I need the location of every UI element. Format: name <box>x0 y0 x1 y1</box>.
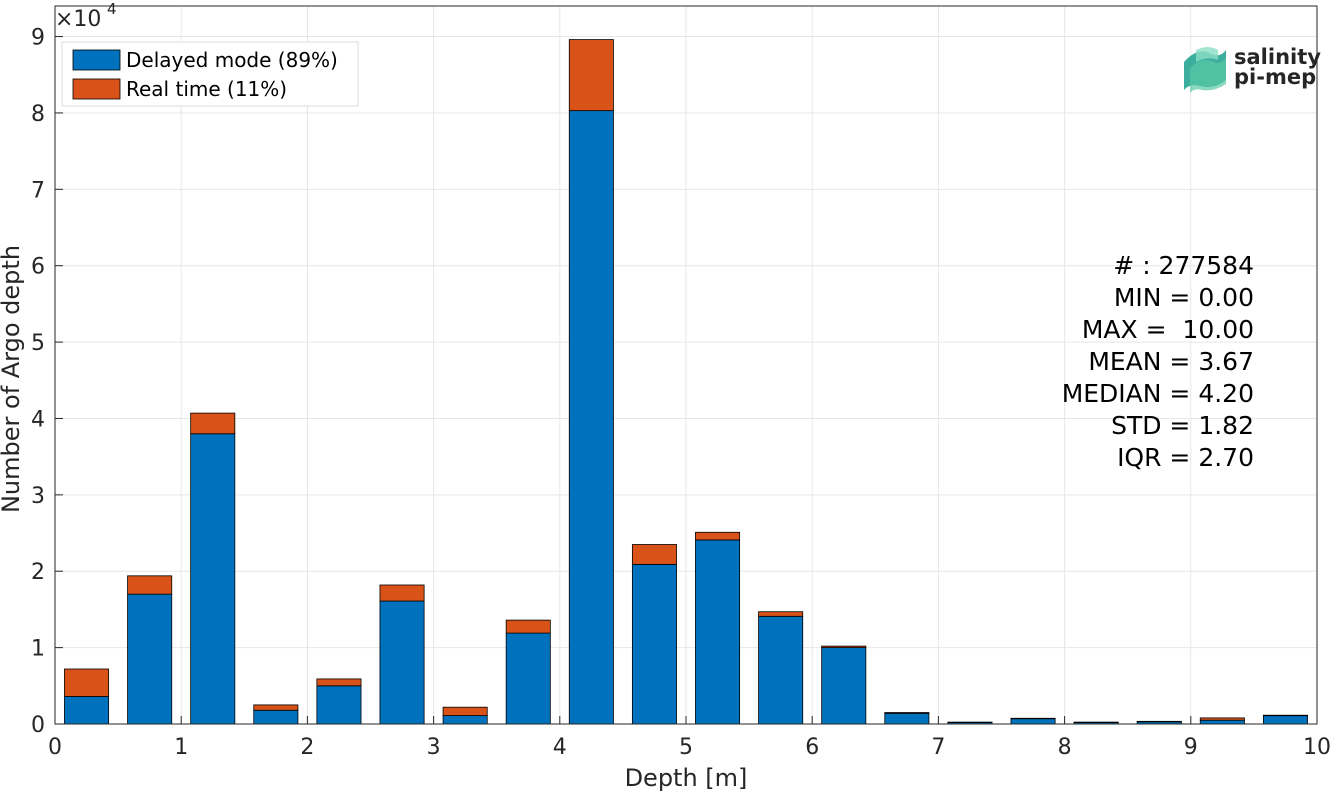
stats-block: # : 277584 MIN = 0.00 MAX = 10.00 MEAN =… <box>1062 251 1254 472</box>
bar-real-time <box>821 645 867 649</box>
stat-iqr: IQR = 2.70 <box>1117 443 1254 472</box>
wave-logo-icon <box>1184 47 1226 93</box>
axis-ticks: 0 1 2 3 4 5 6 7 8 9 10 0 1 2 3 4 5 6 7 8 9 <box>31 26 1331 760</box>
stat-median: MEDIAN = 4.20 <box>1062 379 1254 408</box>
salinity-pimep-logo: salinity pi-mep <box>1184 45 1321 93</box>
bar-real-time <box>631 544 677 565</box>
bar-delayed-mode <box>758 615 804 725</box>
y-tick-label: 6 <box>31 255 45 280</box>
bar-delayed-mode <box>379 600 425 725</box>
y-tick-label: 3 <box>31 484 45 509</box>
bar-real-time <box>1199 717 1245 721</box>
bar-real-time <box>568 39 614 112</box>
bar-real-time <box>695 531 741 541</box>
x-tick-label: 4 <box>553 735 567 760</box>
legend-label-delayed: Delayed mode (89%) <box>126 48 338 72</box>
bar-real-time <box>190 412 236 435</box>
y-tick-label: 9 <box>31 26 45 51</box>
bar-delayed-mode <box>884 712 930 725</box>
bar-real-time <box>64 668 110 697</box>
bar-real-time <box>884 712 930 714</box>
x-tick-label: 0 <box>48 735 62 760</box>
y-exponent-base: ×10 <box>55 7 101 32</box>
bar-real-time <box>947 721 993 723</box>
y-tick-label: 2 <box>31 560 45 585</box>
bar-real-time <box>1073 721 1119 723</box>
bar-delayed-mode <box>631 563 677 725</box>
bar-delayed-mode <box>821 647 867 725</box>
x-tick-label: 5 <box>679 735 693 760</box>
bar-real-time <box>1010 717 1056 720</box>
y-tick-label: 0 <box>31 713 45 738</box>
y-tick-label: 1 <box>31 637 45 662</box>
bar-real-time <box>1136 720 1182 723</box>
bar-real-time <box>379 584 425 602</box>
y-axis-label: Number of Argo depth <box>0 245 25 513</box>
x-tick-label: 1 <box>174 735 188 760</box>
logo-text-pimep: pi-mep <box>1234 65 1316 89</box>
bar-delayed-mode <box>1262 715 1308 725</box>
y-exponent-power: 4 <box>107 0 117 18</box>
bar-delayed-mode <box>1010 718 1056 725</box>
legend-swatch-realtime <box>72 78 121 100</box>
y-tick-label: 4 <box>31 407 45 432</box>
bar-delayed-mode <box>505 632 551 725</box>
bar-real-time <box>442 706 488 716</box>
bar-real-time <box>316 678 362 687</box>
bar-real-time <box>127 575 173 595</box>
logo-text-salinity: salinity <box>1234 45 1321 69</box>
x-tick-label: 9 <box>1184 735 1198 760</box>
x-tick-label: 2 <box>300 735 314 760</box>
x-tick-label: 10 <box>1303 735 1331 760</box>
bar-delayed-mode <box>442 715 488 725</box>
stat-max: MAX = 10.00 <box>1082 315 1254 344</box>
x-tick-label: 7 <box>931 735 945 760</box>
legend-label-realtime: Real time (11%) <box>126 77 287 101</box>
bar-real-time <box>253 704 299 711</box>
bars-group <box>64 39 1308 725</box>
bar-real-time <box>758 611 804 617</box>
legend: Delayed mode (89%) Real time (11%) <box>61 41 359 107</box>
bar-real-time <box>1262 714 1308 717</box>
y-tick-label: 5 <box>31 331 45 356</box>
bar-delayed-mode <box>1199 719 1245 725</box>
bar-delayed-mode <box>190 433 236 725</box>
bar-delayed-mode <box>695 539 741 725</box>
bar-delayed-mode <box>316 685 362 725</box>
bar-delayed-mode <box>64 696 110 725</box>
y-tick-label: 7 <box>31 178 45 203</box>
stat-std: STD = 1.82 <box>1111 411 1254 440</box>
bar-delayed-mode <box>253 709 299 725</box>
stat-min: MIN = 0.00 <box>1114 283 1254 312</box>
x-tick-label: 6 <box>805 735 819 760</box>
bar-real-time <box>505 619 551 634</box>
y-tick-label: 8 <box>31 102 45 127</box>
legend-swatch-delayed <box>72 49 121 71</box>
x-tick-label: 3 <box>427 735 441 760</box>
stat-mean: MEAN = 3.67 <box>1088 347 1254 376</box>
stat-count: # : 277584 <box>1113 251 1254 280</box>
bar-delayed-mode <box>568 110 614 725</box>
bar-delayed-mode <box>127 593 173 725</box>
x-tick-label: 8 <box>1058 735 1072 760</box>
x-axis-label: Depth [m] <box>625 764 748 792</box>
